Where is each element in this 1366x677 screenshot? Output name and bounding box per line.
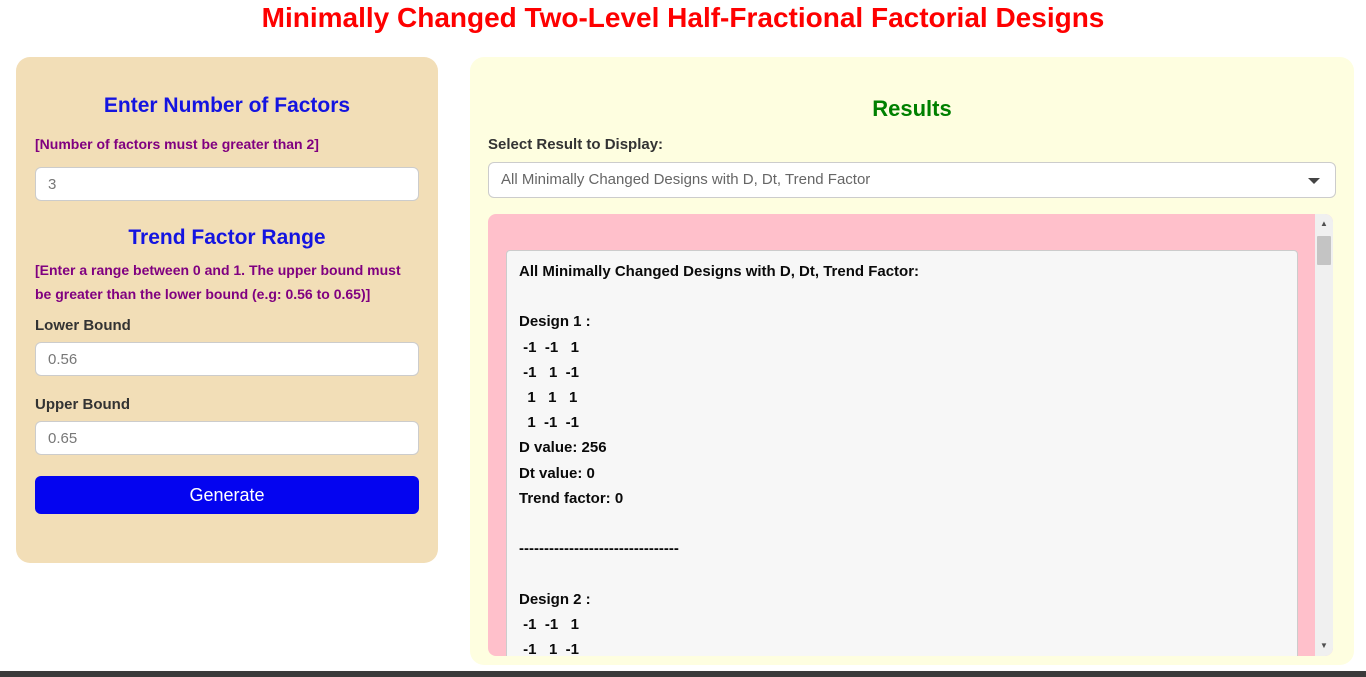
lower-bound-input[interactable]: [35, 342, 419, 376]
trend-range-note: [Enter a range between 0 and 1. The uppe…: [35, 262, 401, 302]
input-panel: Enter Number of Factors [Number of facto…: [16, 57, 438, 563]
lower-bound-label: Lower Bound: [35, 317, 131, 334]
results-output-area: All Minimally Changed Designs with D, Dt…: [488, 214, 1333, 656]
result-select-dropdown[interactable]: All Minimally Changed Designs with D, Dt…: [488, 162, 1336, 198]
factors-heading: Enter Number of Factors: [103, 94, 351, 117]
chevron-down-icon: [1308, 178, 1320, 184]
window-bottom-edge: [0, 671, 1366, 677]
upper-bound-label: Upper Bound: [35, 396, 130, 413]
upper-bound-input[interactable]: [35, 421, 419, 455]
trend-range-heading: Trend Factor Range: [128, 226, 326, 249]
select-result-label: Select Result to Display:: [488, 136, 664, 153]
generate-button[interactable]: Generate: [35, 476, 419, 514]
results-output-text: All Minimally Changed Designs with D, Dt…: [519, 263, 920, 656]
results-card: All Minimally Changed Designs with D, Dt…: [506, 250, 1298, 656]
results-scrollbar[interactable]: ▲ ▼: [1315, 214, 1333, 656]
page-title: Minimally Changed Two-Level Half-Fractio…: [261, 2, 1105, 33]
results-panel: Results Select Result to Display: All Mi…: [470, 57, 1354, 665]
scroll-up-icon[interactable]: ▲: [1320, 219, 1328, 228]
result-select-value: All Minimally Changed Designs with D, Dt…: [501, 171, 871, 188]
results-heading: Results: [872, 96, 952, 121]
scroll-down-icon[interactable]: ▼: [1320, 641, 1328, 650]
factors-note: [Number of factors must be greater than …: [35, 136, 319, 152]
scrollbar-thumb[interactable]: [1317, 236, 1331, 265]
factors-input[interactable]: [35, 167, 419, 201]
